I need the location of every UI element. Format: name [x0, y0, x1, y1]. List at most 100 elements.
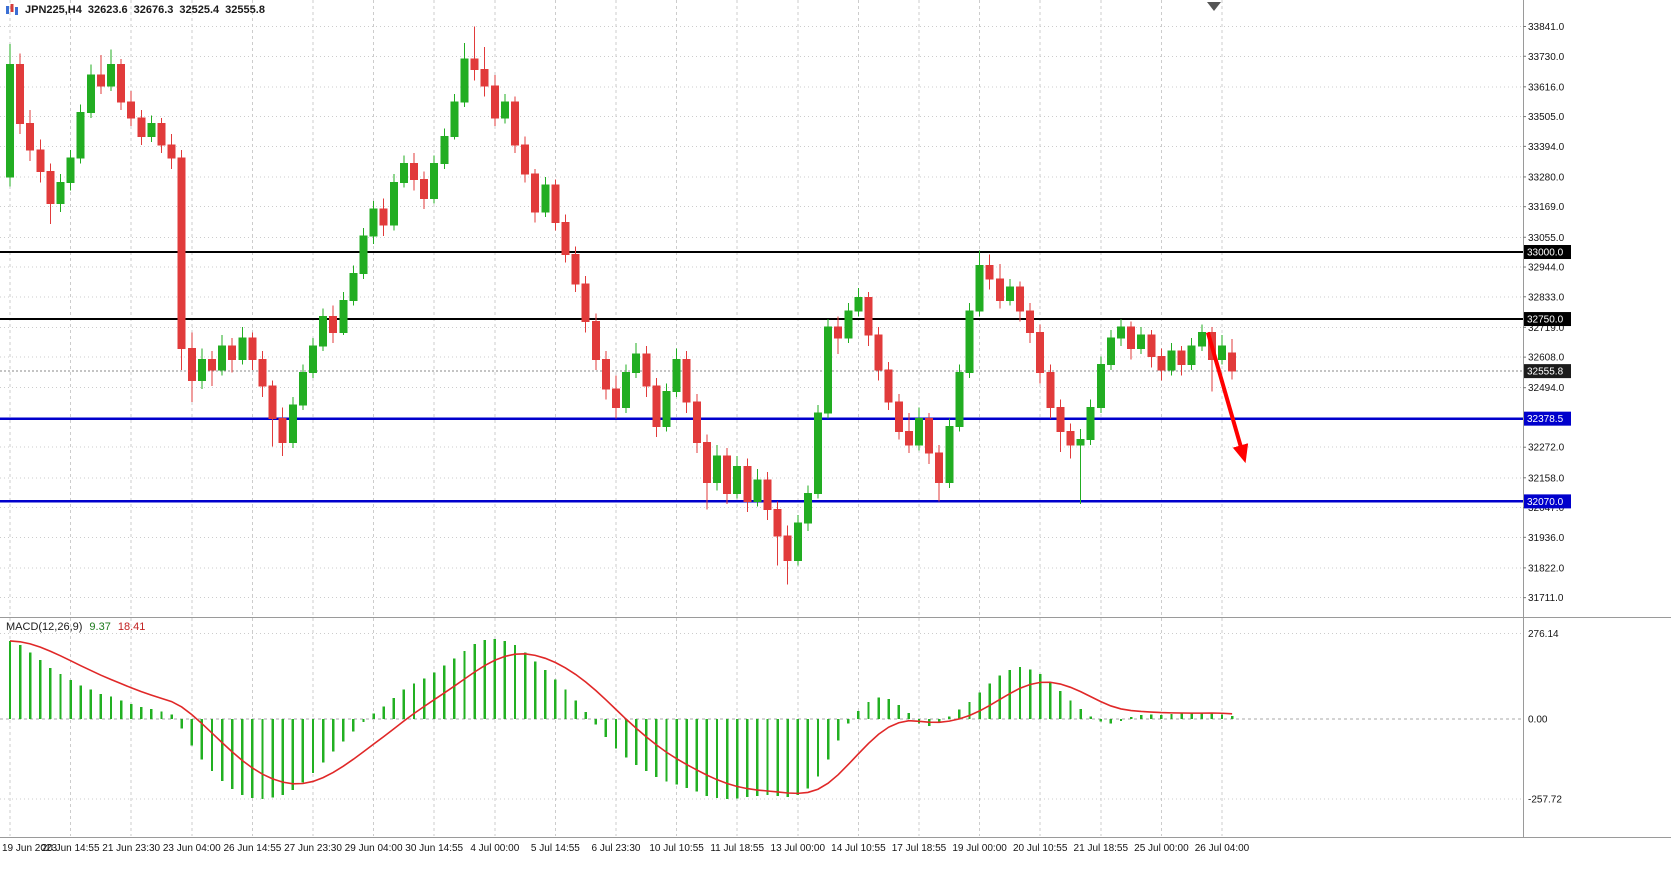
candle-body	[985, 264, 994, 280]
price-tick-label: 32608.0	[1528, 353, 1565, 364]
time-axis-label: 29 Jun 04:00	[345, 843, 403, 854]
candle-body	[349, 272, 358, 301]
time-axis-label: 20 Jul 10:55	[1013, 843, 1068, 854]
candle-body	[854, 297, 863, 312]
candle-body	[975, 264, 984, 312]
candle-body	[389, 181, 398, 226]
time-axis-label: 10 Jul 10:55	[649, 843, 704, 854]
macd-tick-label: 0.00	[1528, 714, 1548, 725]
candle-body	[480, 69, 489, 87]
candle-body	[753, 479, 762, 502]
price-badge-label: 33000.0	[1527, 248, 1564, 259]
time-axis-label: 13 Jul 00:00	[771, 843, 826, 854]
candle-body	[995, 278, 1004, 301]
candle-body	[925, 417, 934, 454]
candle-body	[1147, 334, 1156, 358]
candle-body	[187, 348, 196, 382]
candle-body	[591, 321, 600, 360]
candle-body	[642, 353, 651, 387]
quote-low: 32525.4	[179, 4, 220, 16]
time-axis-label: 21 Jun 23:30	[102, 843, 160, 854]
chart-shift-marker-icon	[1207, 2, 1221, 11]
candle-body	[733, 466, 742, 494]
time-axis-label: 26 Jun 14:55	[223, 843, 281, 854]
candle-body	[874, 334, 883, 371]
time-axis-label: 20 Jun 14:55	[42, 843, 100, 854]
time-axis-label: 19 Jun 2023	[2, 843, 57, 854]
candle-body	[96, 74, 105, 87]
candle-body	[672, 358, 681, 392]
pane-separators	[0, 0, 1671, 838]
price-tick-label: 32833.0	[1528, 292, 1565, 303]
candle-body	[1086, 407, 1095, 441]
candle-body	[36, 149, 45, 173]
time-axis-label: 19 Jul 00:00	[952, 843, 1007, 854]
candle-body	[844, 310, 853, 339]
price-axis: 33841.0 33730.0 33616.0 33505.0 33394.0 33280…	[1523, 22, 1565, 805]
price-badge	[1524, 245, 1571, 260]
candle-body	[46, 171, 55, 205]
candle-body	[965, 310, 974, 374]
candlesticks	[6, 26, 1237, 585]
candle-body	[864, 297, 873, 336]
candle-body	[803, 492, 812, 524]
candle-body	[420, 179, 429, 199]
macd-signal-value: 18.41	[117, 621, 146, 633]
candle-body	[531, 173, 540, 213]
price-badge-label: 32750.0	[1527, 315, 1564, 326]
candle-body	[601, 358, 610, 390]
candle-body	[218, 345, 227, 371]
candle-body	[915, 417, 923, 446]
trend-arrow-annotation[interactable]	[1205, 331, 1249, 464]
candle-body	[1228, 352, 1237, 372]
candle-body	[622, 372, 631, 409]
candle-body	[652, 385, 661, 427]
price-badge-label: 32070.0	[1527, 497, 1564, 508]
candle-body	[1056, 407, 1065, 433]
candle-body	[1137, 334, 1146, 350]
time-axis-label: 5 Jul 14:55	[531, 843, 580, 854]
candle-body	[339, 299, 348, 333]
candle-body	[1066, 431, 1075, 446]
price-tick-label: 32719.0	[1528, 323, 1565, 334]
price-badge	[1524, 364, 1571, 379]
candle-body	[379, 208, 388, 226]
candle-body	[177, 157, 186, 350]
candle-body	[713, 455, 721, 484]
price-tick-label: 33505.0	[1528, 112, 1565, 123]
candle-body	[319, 315, 328, 347]
price-tick-label: 32272.0	[1528, 443, 1565, 454]
candle-body	[258, 358, 267, 387]
price-tick-label: 31711.0	[1528, 593, 1564, 604]
candle-body	[56, 181, 65, 205]
candle-body	[702, 441, 711, 484]
price-tick-label: 32944.0	[1528, 263, 1565, 274]
candle-body	[561, 222, 570, 256]
candle-body	[824, 326, 833, 414]
candle-body	[1096, 364, 1105, 409]
macd-main-value: 9.37	[89, 621, 111, 633]
candle-body	[298, 372, 307, 406]
candle-body	[793, 522, 802, 561]
candle-body	[783, 535, 792, 561]
price-tick-label: 33394.0	[1528, 142, 1565, 153]
candle-body	[682, 358, 691, 403]
candle-body	[1046, 372, 1055, 409]
candle-body	[723, 455, 732, 494]
candle-body	[945, 425, 954, 484]
candle-body	[66, 157, 75, 183]
candle-body	[743, 466, 752, 502]
time-axis-label: 21 Jul 18:55	[1074, 843, 1129, 854]
candle-body	[1197, 331, 1206, 347]
candle-body	[1167, 350, 1176, 371]
candle-body	[511, 101, 519, 146]
candle-body	[238, 337, 247, 360]
macd-signal-line	[9, 640, 1233, 795]
candle-body	[430, 163, 439, 199]
price-tick-label: 31822.0	[1528, 563, 1565, 574]
candle-body	[571, 254, 580, 285]
candle-body	[1036, 331, 1045, 374]
price-badge	[1524, 494, 1571, 509]
price-tick-label: 32494.0	[1528, 383, 1565, 394]
